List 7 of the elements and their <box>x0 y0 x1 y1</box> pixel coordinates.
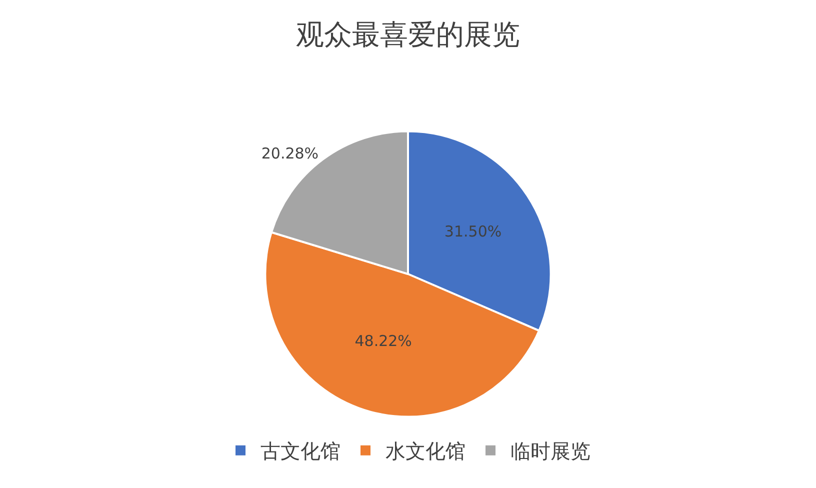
data-label: 20.28% <box>261 144 319 162</box>
legend-label: 古文化馆 <box>260 439 340 464</box>
legend-label: 临时展览 <box>510 439 590 464</box>
legend-label: 水文化馆 <box>386 439 466 464</box>
chart-title: 观众最喜爱的展览 <box>296 20 520 51</box>
data-label: 48.22% <box>354 332 412 350</box>
data-label: 31.50% <box>444 222 502 240</box>
